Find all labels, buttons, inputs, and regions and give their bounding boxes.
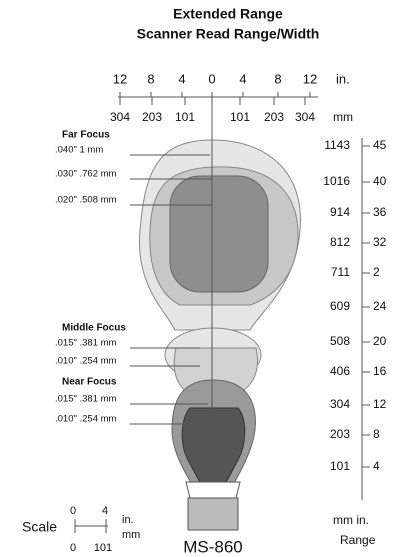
range-label: Range <box>340 533 376 547</box>
range-mm: 1016 <box>323 174 350 188</box>
range-in: 12 <box>373 397 387 411</box>
range-mm: 203 <box>330 427 350 441</box>
unit: mm <box>333 110 353 124</box>
title: Extended Range <box>173 6 283 22</box>
range-mm: 1143 <box>324 138 350 152</box>
key-mm: 101 <box>94 542 112 554</box>
range-in: 8 <box>373 427 380 441</box>
zone-label: .010" .254 mm <box>55 414 117 425</box>
range-mm: 609 <box>330 299 350 313</box>
range-mm: 812 <box>330 235 350 249</box>
units: mm in. <box>333 513 369 527</box>
key-in: 0 <box>70 505 76 517</box>
zone-label: .020" .508 mm <box>55 195 117 206</box>
inch-label: 8 <box>147 71 154 86</box>
zone-label: .015" .381 mm <box>55 338 117 349</box>
far-focus-inner <box>170 176 268 292</box>
inch-label: 4 <box>178 71 185 86</box>
zone-label: .030" .762 mm <box>55 169 117 180</box>
diagram: Extended Range Scanner Read Range/Width 12… <box>0 0 406 557</box>
mm-label: 304 <box>110 110 130 124</box>
range-in: 16 <box>373 364 387 378</box>
inch-label: 8 <box>274 71 281 86</box>
zone-title: Near Focus <box>62 377 117 388</box>
scanner-head <box>186 482 240 498</box>
inch-label: 4 <box>239 71 246 86</box>
mm-label: 203 <box>142 110 162 124</box>
key-unit: mm <box>122 529 140 541</box>
mm-label: 101 <box>230 110 250 124</box>
range-mm: 914 <box>330 205 350 219</box>
range-in: 24 <box>373 299 387 313</box>
range-mm: 406 <box>330 364 350 378</box>
key-in: 4 <box>102 505 108 517</box>
range-in: 32 <box>373 235 387 249</box>
zone-title: Far Focus <box>62 130 110 141</box>
range-mm: 101 <box>330 459 350 473</box>
range-mm: 304 <box>330 397 350 411</box>
range-in: 36 <box>373 205 387 219</box>
scanner-body <box>188 498 238 530</box>
inch-label: 12 <box>113 71 127 86</box>
range-in: 45 <box>373 138 387 152</box>
range-in: 2 <box>373 265 380 279</box>
key-unit: in. <box>122 514 134 526</box>
range-in: 4 <box>373 459 380 473</box>
zone-title: Middle Focus <box>62 323 126 334</box>
range-in: 20 <box>373 334 387 348</box>
range-mm: 508 <box>330 334 350 348</box>
zone-label: .015" .381 mm <box>55 394 117 405</box>
mm-label: 101 <box>175 110 195 124</box>
zone-label: .040" 1 mm <box>55 145 103 156</box>
unit: in. <box>336 71 350 86</box>
mm-label: 304 <box>295 110 315 124</box>
subtitle: Scanner Read Range/Width <box>137 26 320 42</box>
key-mm: 0 <box>70 542 76 554</box>
inch-label: 12 <box>303 71 317 86</box>
scale-label: Scale <box>22 519 57 535</box>
model: MS-860 <box>183 537 243 556</box>
mm-label: 203 <box>264 110 284 124</box>
zone-label: .010" .254 mm <box>55 356 117 367</box>
range-in: 40 <box>373 174 387 188</box>
inch-label: 0 <box>208 71 215 86</box>
range-mm: 711 <box>331 265 350 279</box>
